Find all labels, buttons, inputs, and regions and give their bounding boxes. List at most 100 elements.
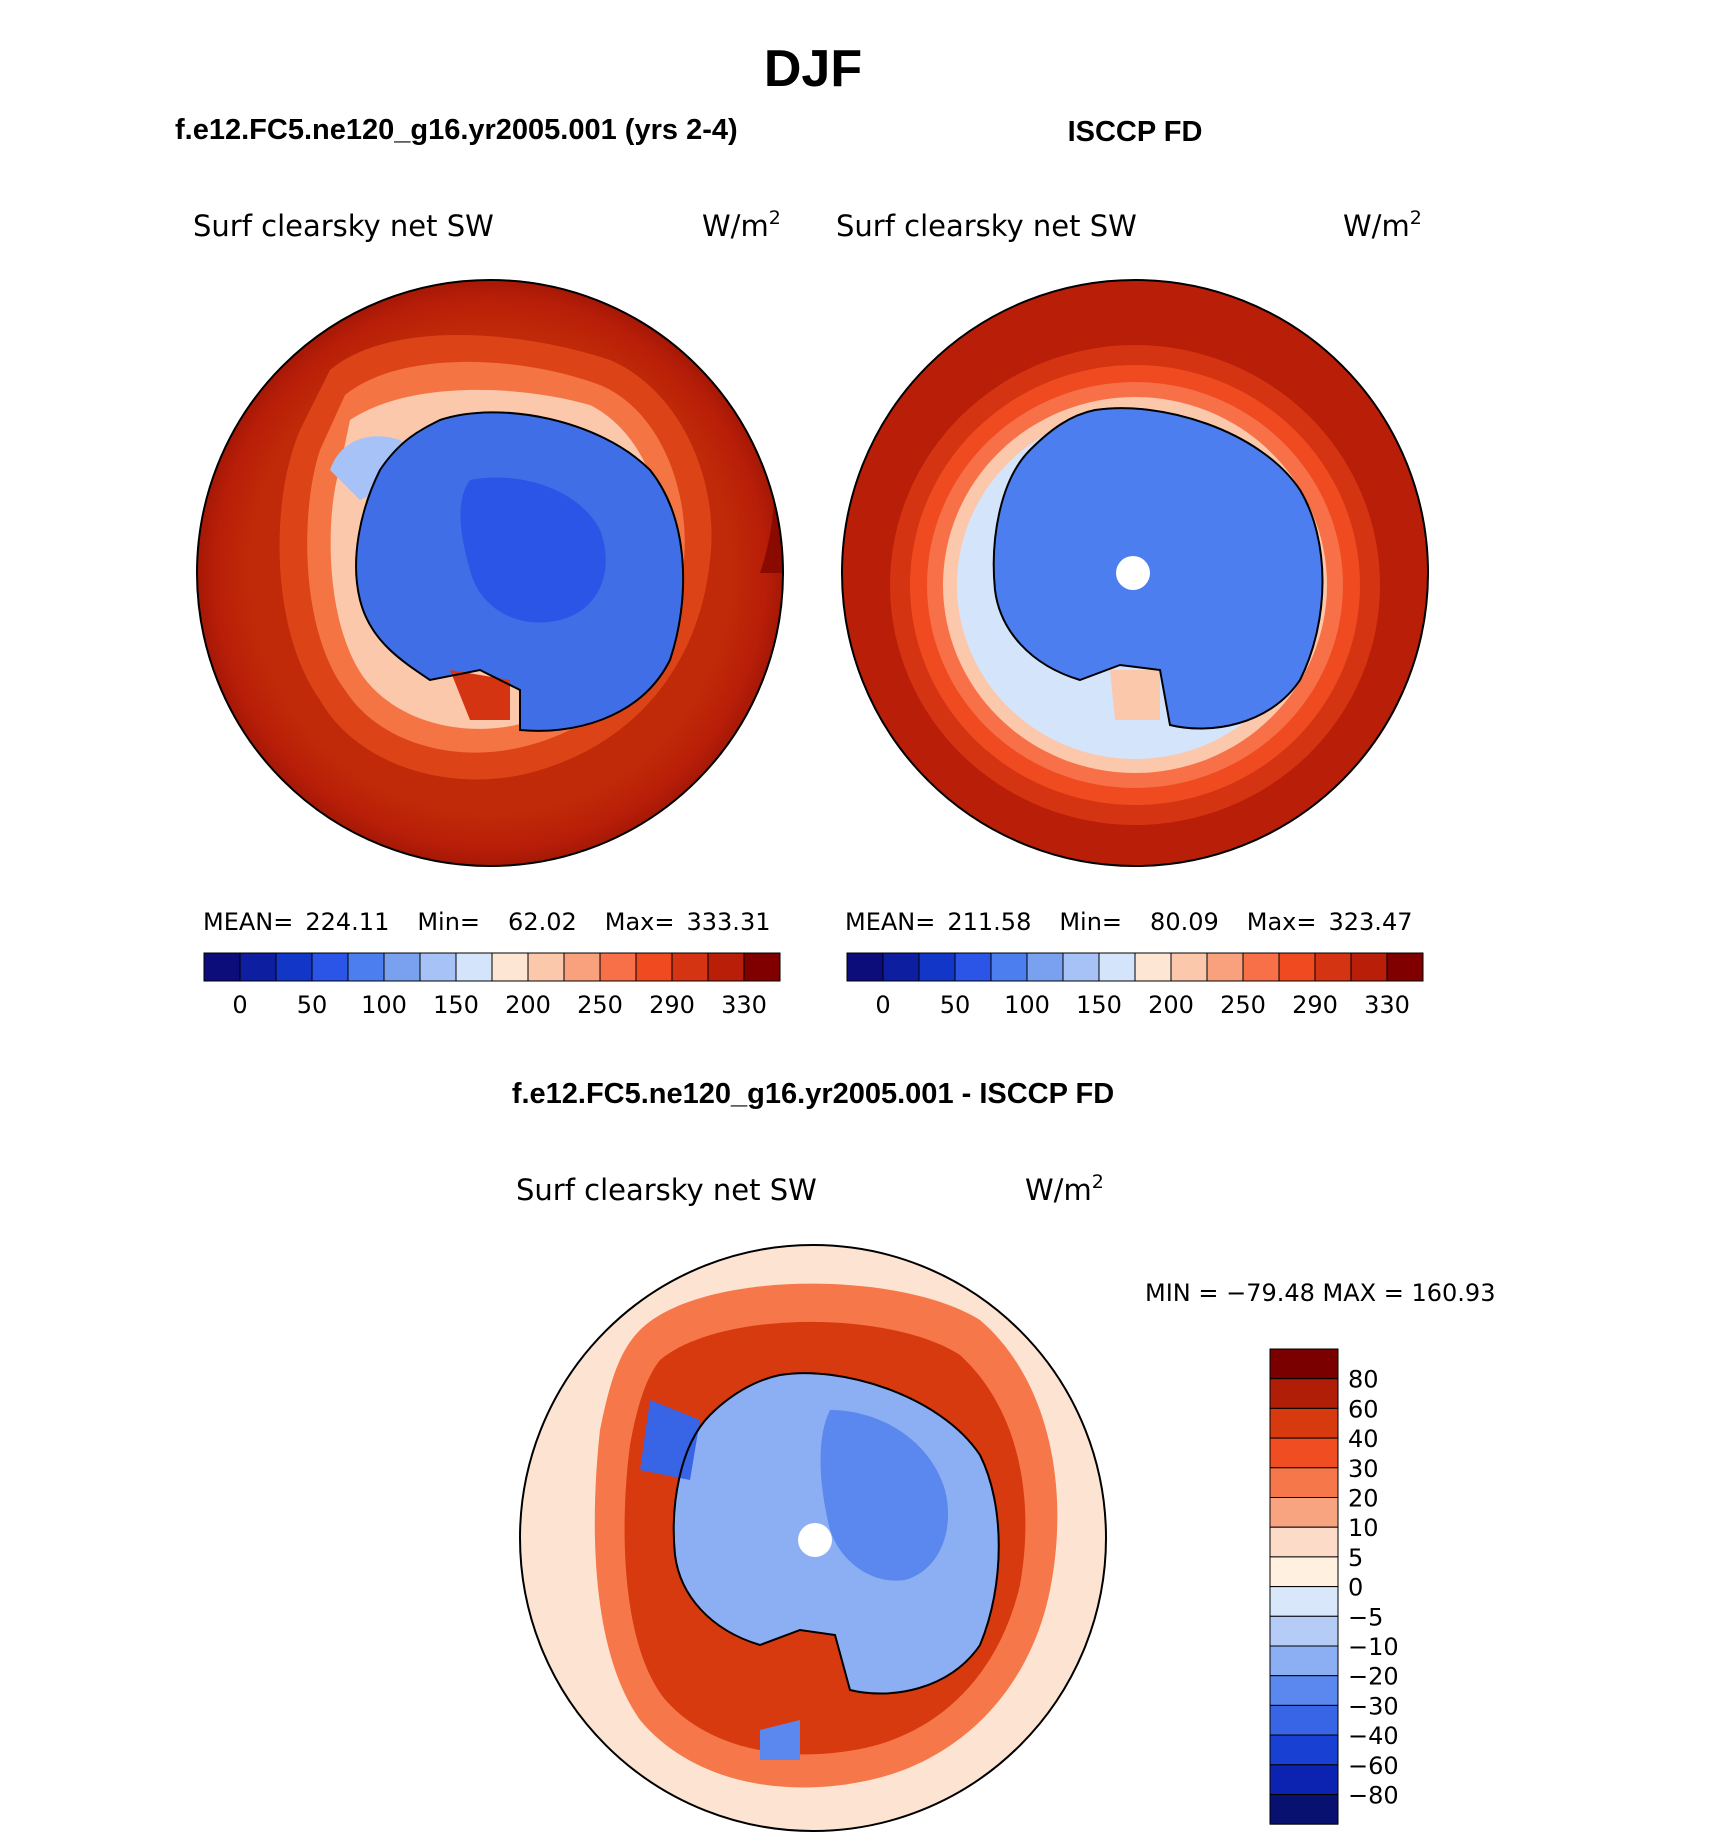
diff-colorbar-tick-label: 40 bbox=[1348, 1425, 1379, 1453]
obs-colorbar-swatch bbox=[1350, 952, 1388, 982]
obs-colorbar-swatch bbox=[1206, 952, 1244, 982]
obs-colorbar-swatch bbox=[954, 952, 992, 982]
obs-colorbar-tick-label: 200 bbox=[1148, 991, 1194, 1019]
model-colorbar: 0 50 100 150 200 250 290 330 bbox=[203, 952, 781, 1019]
diff-map-border bbox=[519, 1244, 1107, 1832]
diff-colorbar-tick-label: 60 bbox=[1348, 1395, 1379, 1423]
model-colorbar-tick-label: 150 bbox=[433, 991, 479, 1019]
model-colorbar-swatch bbox=[203, 952, 241, 982]
model-colorbar-swatch bbox=[275, 952, 313, 982]
diff-colorbar-tick-label: −30 bbox=[1348, 1692, 1399, 1720]
obs-colorbar-swatch bbox=[1062, 952, 1100, 982]
obs-colorbar-swatch bbox=[1278, 952, 1316, 982]
obs-colorbar-tick-label: 0 bbox=[875, 991, 890, 1019]
model-colorbar-swatch bbox=[743, 952, 781, 982]
diff-colorbar-swatch bbox=[1269, 1467, 1339, 1499]
diff-colorbar-swatch bbox=[1269, 1437, 1339, 1469]
diff-colorbar-tick-label: −5 bbox=[1348, 1603, 1383, 1631]
diff-pole-gap bbox=[798, 1523, 832, 1557]
model-units-exp: 2 bbox=[769, 207, 781, 229]
model-coastline bbox=[355, 411, 685, 732]
obs-panel: Surf clearsky net SW W/m2 MEAN= 211.58 Min… bbox=[836, 207, 1429, 1019]
model-colorbar-tick-label: 100 bbox=[361, 991, 407, 1019]
diff-colorbar-swatch bbox=[1269, 1764, 1339, 1796]
obs-units-base: W/m bbox=[1343, 209, 1410, 243]
model-colorbar-tick-label: 200 bbox=[505, 991, 551, 1019]
obs-colorbar-swatch bbox=[882, 952, 920, 982]
diff-title: f.e12.FC5.ne120_g16.yr2005.001 - ISCCP F… bbox=[512, 1078, 1114, 1110]
diff-colorbar-swatch bbox=[1269, 1348, 1339, 1380]
model-colorbar-swatch bbox=[491, 952, 529, 982]
diff-colorbar-swatch bbox=[1269, 1704, 1339, 1736]
diff-colorbar-tick-label: −10 bbox=[1348, 1633, 1399, 1661]
model-mean-label: MEAN= bbox=[203, 908, 293, 936]
diff-variable-label: Surf clearsky net SW bbox=[516, 1173, 817, 1207]
obs-colorbar-tick-label: 100 bbox=[1004, 991, 1050, 1019]
obs-antarctica-ice bbox=[993, 408, 1323, 729]
model-colorbar-swatch bbox=[311, 952, 349, 982]
model-colorbar-swatch bbox=[635, 952, 673, 982]
obs-colorbar-tick-label: 290 bbox=[1292, 991, 1338, 1019]
model-colorbar-swatch bbox=[455, 952, 493, 982]
obs-colorbar-tick-label: 50 bbox=[940, 991, 971, 1019]
obs-colorbar-swatch bbox=[1170, 952, 1208, 982]
model-variable-label: Surf clearsky net SW bbox=[193, 209, 494, 243]
model-map-border bbox=[196, 279, 784, 867]
diff-colorbar-swatch bbox=[1269, 1556, 1339, 1588]
diff-units-base: W/m bbox=[1025, 1173, 1092, 1207]
diff-ross-deficit bbox=[760, 1720, 800, 1760]
obs-colorbar-swatch bbox=[1386, 952, 1424, 982]
model-colorbar-swatch bbox=[671, 952, 709, 982]
model-stats: MEAN= 224.11 Min= 62.02 Max= 333.31 bbox=[203, 908, 770, 936]
model-min-label: Min= bbox=[417, 908, 480, 936]
obs-colorbar-swatch bbox=[1242, 952, 1280, 982]
obs-mean-label: MEAN= bbox=[845, 908, 935, 936]
diff-map bbox=[520, 1245, 1106, 1831]
diff-antarctica-core bbox=[820, 1410, 949, 1581]
model-panel: Surf clearsky net SW W/m2 MEAN= 224.11 Min… bbox=[193, 207, 784, 1019]
model-max-label: Max= bbox=[605, 908, 675, 936]
obs-max-label: Max= bbox=[1247, 908, 1317, 936]
model-map bbox=[197, 280, 783, 866]
diff-colorbar-swatch bbox=[1269, 1734, 1339, 1766]
diff-coastline bbox=[672, 1372, 1000, 1695]
diff-colorbar-tick-label: −20 bbox=[1348, 1663, 1399, 1691]
diff-colorbar-swatch bbox=[1269, 1526, 1339, 1558]
obs-mean-value: 211.58 bbox=[947, 908, 1031, 936]
obs-variable-label: Surf clearsky net SW bbox=[836, 209, 1137, 243]
diff-colorbar-tick-label: 0 bbox=[1348, 1574, 1363, 1602]
model-ross-sea bbox=[450, 670, 510, 720]
model-colorbar-swatch bbox=[707, 952, 745, 982]
diff-colorbar-tick-label: 5 bbox=[1348, 1544, 1363, 1572]
obs-colorbar-swatch bbox=[846, 952, 884, 982]
model-colorbar-tick-label: 330 bbox=[721, 991, 767, 1019]
obs-units-label: W/m2 bbox=[1343, 207, 1422, 243]
diff-colorbar-tick-label: −80 bbox=[1348, 1782, 1399, 1810]
model-colorbar-tick-label: 290 bbox=[649, 991, 695, 1019]
diff-colorbar-tick-label: 10 bbox=[1348, 1514, 1379, 1542]
model-mean-value: 224.11 bbox=[305, 908, 389, 936]
obs-map bbox=[842, 280, 1428, 866]
obs-colorbar-tick-label: 150 bbox=[1076, 991, 1122, 1019]
diff-colorbar-tick-label: −40 bbox=[1348, 1722, 1399, 1750]
model-min-value: 62.02 bbox=[508, 908, 577, 936]
diff-colorbar-swatch bbox=[1269, 1794, 1339, 1825]
obs-colorbar: 0 50 100 150 200 250 290 330 bbox=[846, 952, 1424, 1019]
obs-max-value: 323.47 bbox=[1329, 908, 1413, 936]
model-colorbar-swatch bbox=[563, 952, 601, 982]
model-colorbar-swatch bbox=[239, 952, 277, 982]
obs-colorbar-swatch bbox=[1134, 952, 1172, 982]
obs-stats: MEAN= 211.58 Min= 80.09 Max= 323.47 bbox=[845, 908, 1412, 936]
diff-colorbar-swatch bbox=[1269, 1586, 1339, 1617]
diff-minmax: MIN = −79.48 MAX = 160.93 bbox=[1145, 1279, 1495, 1307]
obs-colorbar-tick-label: 250 bbox=[1220, 991, 1266, 1019]
model-max-value: 333.31 bbox=[687, 908, 771, 936]
obs-colorbar-swatch bbox=[1026, 952, 1064, 982]
diff-panel: Surf clearsky net SW W/m2 MIN = −79.48 M… bbox=[516, 1171, 1495, 1832]
model-colorbar-swatch bbox=[419, 952, 457, 982]
diff-colorbar-swatch bbox=[1269, 1675, 1339, 1706]
diff-colorbar-swatch bbox=[1269, 1497, 1339, 1528]
model-units-base: W/m bbox=[702, 209, 769, 243]
